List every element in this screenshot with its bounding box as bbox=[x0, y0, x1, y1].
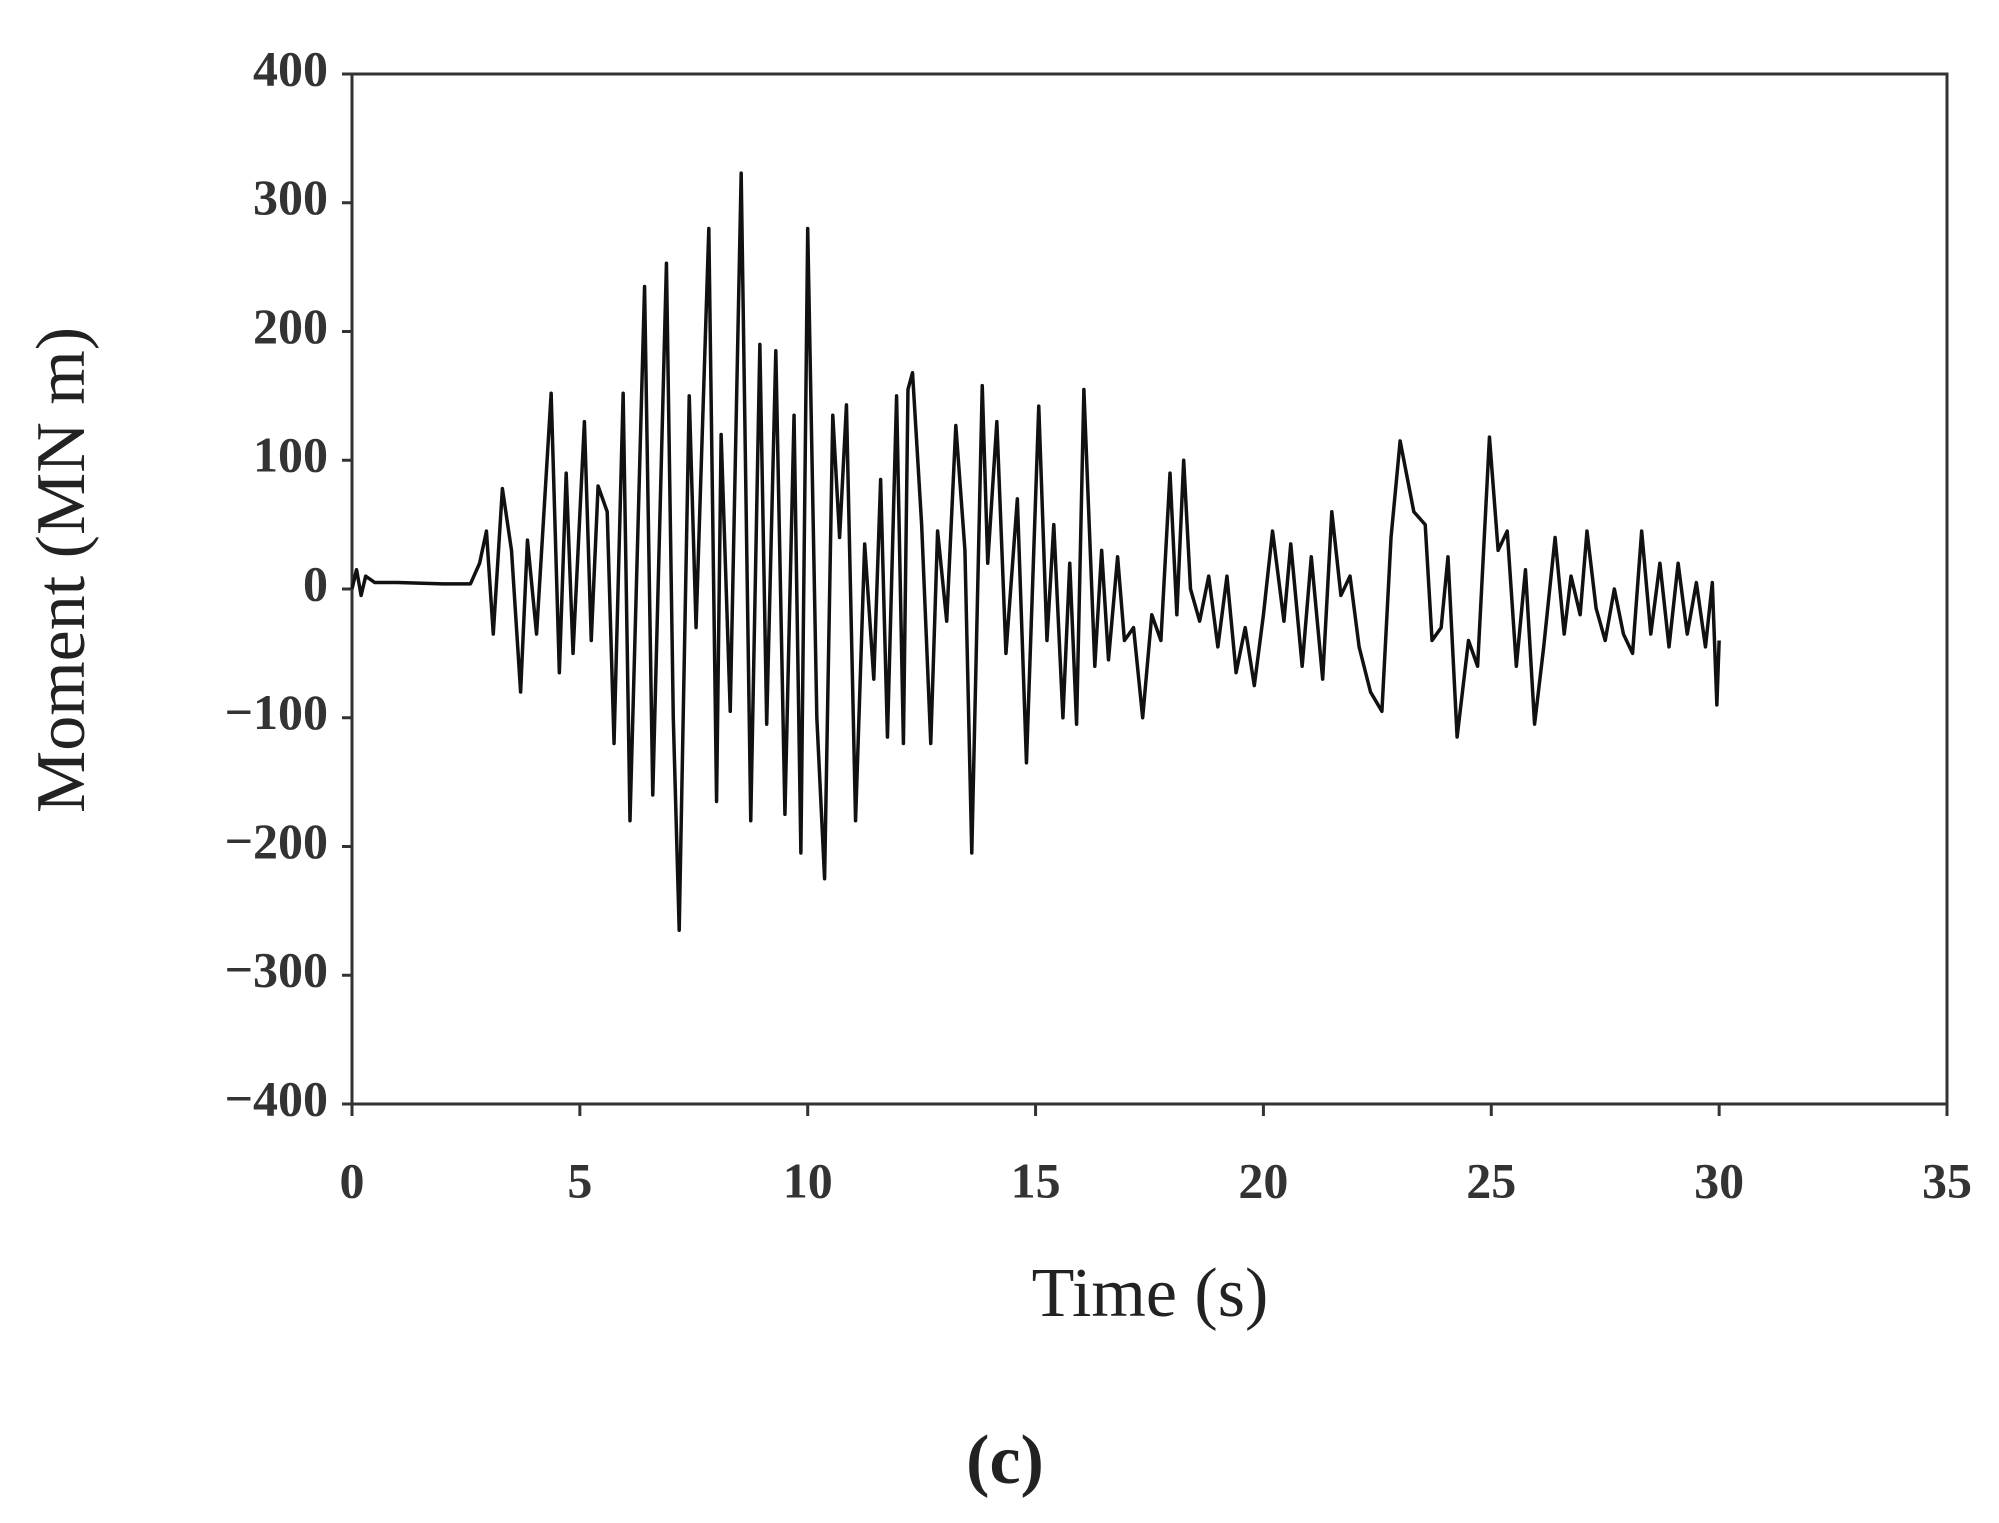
y-tick-label: 300 bbox=[253, 169, 328, 225]
x-tick-label: 30 bbox=[1694, 1152, 1744, 1208]
x-tick-label: 15 bbox=[1011, 1152, 1061, 1208]
y-tick-label: 100 bbox=[253, 427, 328, 483]
x-tick-label: 0 bbox=[340, 1152, 365, 1208]
caption: (c) bbox=[966, 1422, 1044, 1499]
x-axis-label: Time (s) bbox=[1032, 1255, 1269, 1332]
y-tick-label: 400 bbox=[253, 40, 328, 96]
y-tick-label: −100 bbox=[225, 684, 329, 740]
y-tick-label: −200 bbox=[225, 813, 329, 869]
y-tick-label: 0 bbox=[303, 555, 328, 611]
y-axis-label: Moment (MN m) bbox=[23, 327, 100, 813]
x-tick-label: 35 bbox=[1922, 1152, 1972, 1208]
x-tick-label: 10 bbox=[783, 1152, 833, 1208]
x-tick-label: 25 bbox=[1466, 1152, 1516, 1208]
data-line bbox=[350, 171, 1721, 932]
x-tick-label: 5 bbox=[567, 1152, 592, 1208]
x-tick-label: 20 bbox=[1238, 1152, 1288, 1208]
y-tick-label: 200 bbox=[253, 298, 328, 354]
y-tick-label: −300 bbox=[225, 942, 329, 998]
y-tick-label: −400 bbox=[225, 1070, 329, 1126]
